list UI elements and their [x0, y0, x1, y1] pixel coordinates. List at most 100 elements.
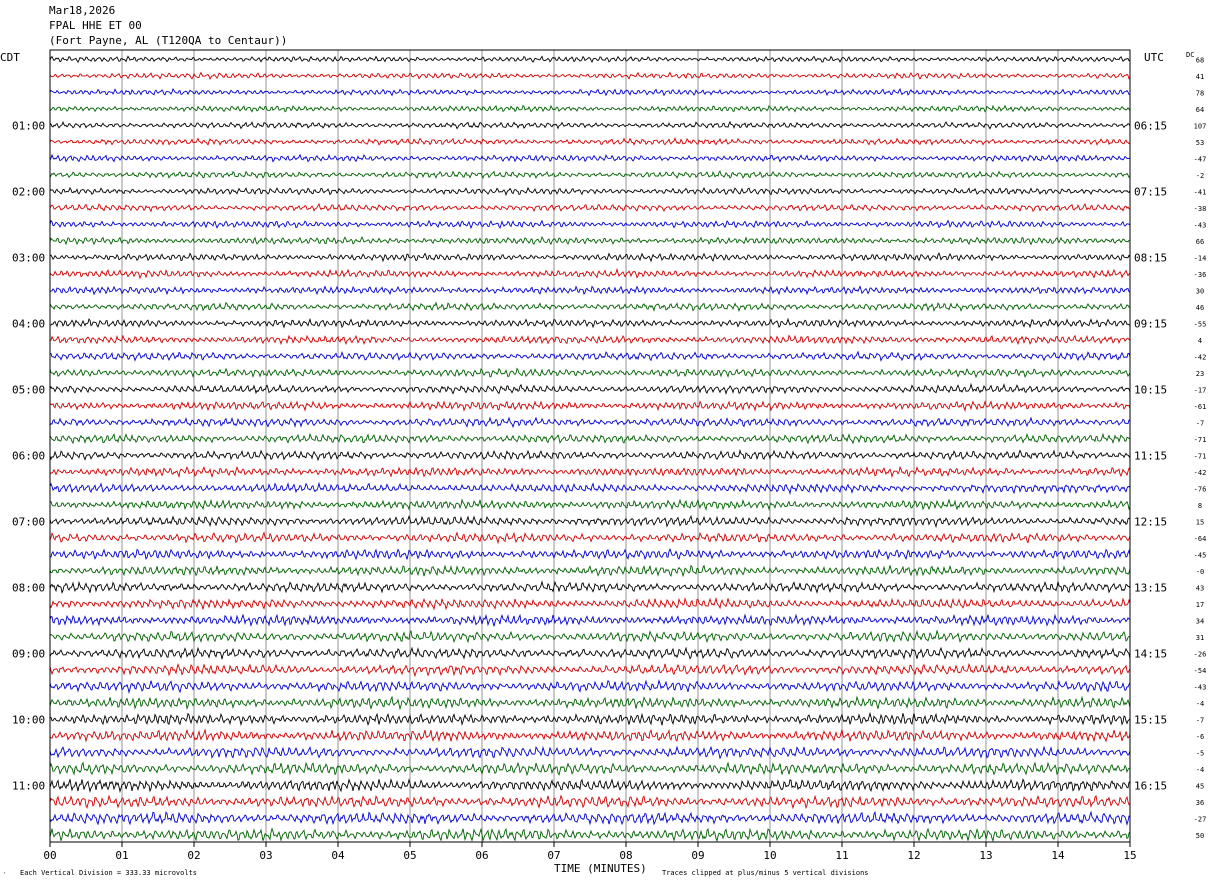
hour-label-utc: 06:15	[1134, 119, 1167, 132]
trace-line	[49, 285, 1131, 296]
trace-line	[49, 267, 1131, 280]
trace-line	[49, 416, 1131, 429]
x-tick-label: 09	[691, 849, 704, 862]
hour-label-utc: 14:15	[1134, 647, 1167, 660]
trace-line	[49, 761, 1131, 777]
hour-label-cdt: 03:00	[12, 251, 45, 264]
hour-label-utc: 09:15	[1134, 317, 1167, 330]
trace-line	[49, 400, 1131, 413]
hour-label-cdt: 09:00	[12, 647, 45, 660]
trace-line	[49, 71, 1131, 81]
dc-offset-label: -4	[1196, 766, 1204, 774]
scale-note: Each Vertical Division = 333.33 microvol…	[20, 869, 197, 877]
dc-offset-label: -27	[1194, 815, 1207, 823]
dc-offset-label: 36	[1196, 799, 1204, 807]
x-tick-label: 04	[331, 849, 345, 862]
dc-offset-label: -43	[1194, 221, 1207, 229]
dc-offset-label: 64	[1196, 106, 1204, 114]
trace-line	[49, 679, 1131, 694]
trace-line	[49, 777, 1131, 793]
dc-offset-label: 78	[1196, 89, 1204, 97]
plot-frame	[49, 49, 1131, 843]
dc-offset-label: -71	[1194, 436, 1207, 444]
trace-line	[49, 136, 1131, 146]
trace-layer	[49, 55, 1131, 843]
trace-line	[49, 827, 1131, 843]
hour-label-cdt: 10:00	[12, 713, 45, 726]
x-tick-label: 05	[403, 849, 416, 862]
hour-label-cdt: 02:00	[12, 185, 45, 198]
dc-offset-label: -5	[1196, 749, 1204, 757]
dc-offset-label: -76	[1194, 485, 1207, 493]
x-tick-label: 02	[187, 849, 200, 862]
dc-offset-label: -64	[1194, 535, 1207, 543]
hour-label-cdt: 01:00	[12, 119, 45, 132]
label-layer: CDT UTC DC TIME (MINUTES) Each Vertical …	[0, 51, 1206, 880]
dc-offset-label: -45	[1194, 551, 1207, 559]
trace-line	[49, 367, 1131, 379]
hour-label-cdt: 11:00	[12, 779, 45, 792]
x-tick-label: 07	[547, 849, 560, 862]
dc-offset-label: 41	[1196, 73, 1204, 81]
hour-label-utc: 12:15	[1134, 515, 1167, 528]
trace-line	[49, 252, 1131, 263]
x-tick-label: 00	[43, 849, 56, 862]
hour-label-utc: 15:15	[1134, 713, 1167, 726]
trace-line	[49, 120, 1131, 130]
trace-line	[49, 202, 1131, 213]
dc-offset-label: 23	[1196, 370, 1204, 378]
trace-line	[49, 531, 1131, 545]
trace-line	[49, 711, 1131, 727]
trace-line	[49, 810, 1131, 826]
trace-line	[49, 170, 1131, 179]
trace-line	[49, 186, 1131, 197]
x-tick-label: 15	[1123, 849, 1136, 862]
dc-offset-label: -14	[1194, 254, 1207, 262]
x-tick-label: 08	[619, 849, 632, 862]
x-tick-label: 13	[979, 849, 992, 862]
dc-label: DC	[1186, 51, 1194, 59]
dc-offset-label: -42	[1194, 353, 1207, 361]
trace-line	[49, 448, 1131, 462]
x-tick-label: 14	[1051, 849, 1065, 862]
dc-offset-label: -2	[1196, 172, 1204, 180]
dc-offset-label: -4	[1196, 700, 1204, 708]
trace-line	[49, 646, 1131, 660]
hour-label-utc: 07:15	[1134, 185, 1167, 198]
dc-offset-label: -43	[1194, 683, 1207, 691]
dc-offset-label: -41	[1194, 188, 1207, 196]
x-axis-title: TIME (MINUTES)	[554, 862, 647, 875]
trace-line	[49, 301, 1131, 313]
hour-label-utc: 13:15	[1134, 581, 1167, 594]
trace-line	[49, 580, 1131, 594]
corner-mark: ´	[2, 872, 6, 880]
dc-offset-label: 30	[1196, 287, 1204, 295]
dc-offset-label: -38	[1194, 205, 1207, 213]
dc-offset-label: -7	[1196, 419, 1204, 427]
grid-layer	[49, 50, 1131, 847]
dc-offset-label: -7	[1196, 716, 1204, 724]
dc-offset-label: -42	[1194, 469, 1207, 477]
dc-offset-label: 107	[1194, 122, 1207, 130]
station-name: FPAL HHE ET 00	[49, 19, 142, 32]
dc-offset-label: -55	[1194, 320, 1207, 328]
dc-offset-label: 4	[1198, 337, 1202, 345]
station-location: (Fort Payne, AL (T120QA to Centaur))	[49, 34, 288, 47]
dc-offset-label: 68	[1196, 56, 1204, 64]
trace-line	[49, 481, 1131, 496]
trace-line	[49, 88, 1131, 97]
dc-offset-label: 31	[1196, 634, 1204, 642]
hour-label-utc: 08:15	[1134, 251, 1167, 264]
hour-label-utc: 11:15	[1134, 449, 1167, 462]
trace-line	[49, 334, 1131, 346]
trace-line	[49, 498, 1131, 511]
x-tick-label: 03	[259, 849, 272, 862]
hour-label-cdt: 07:00	[12, 515, 45, 528]
trace-line	[49, 662, 1131, 678]
x-tick-label: 10	[763, 849, 776, 862]
trace-line	[49, 153, 1131, 163]
dc-offset-label: -71	[1194, 452, 1207, 460]
trace-line	[49, 55, 1131, 64]
x-tick-label: 11	[835, 849, 848, 862]
trace-line	[49, 613, 1131, 628]
